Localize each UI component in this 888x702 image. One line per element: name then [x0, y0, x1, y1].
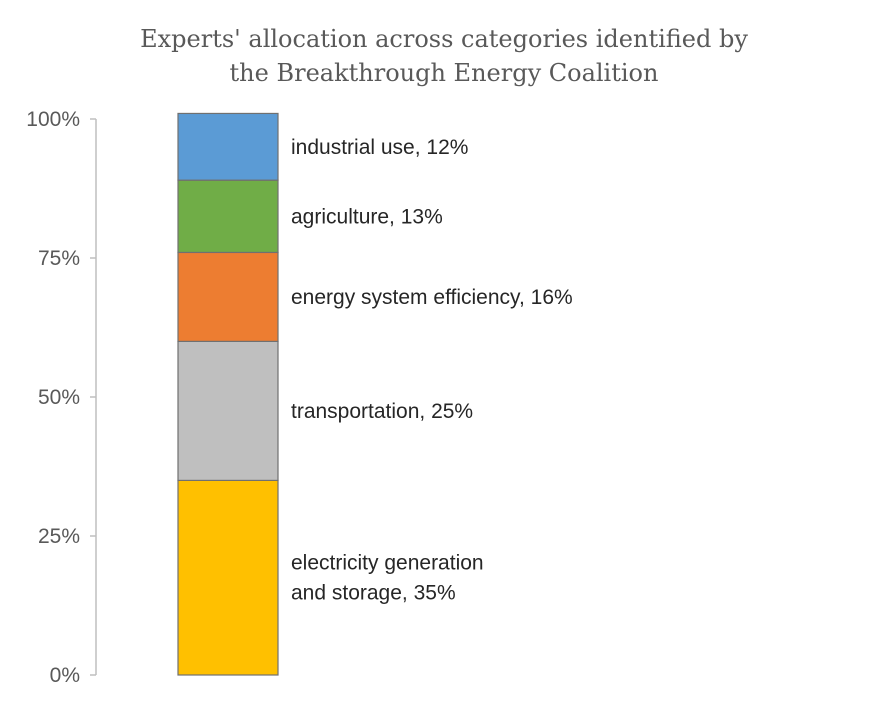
segment-label-industrial-use: industrial use, 12%	[291, 136, 468, 159]
y-tick-label: 25%	[38, 525, 80, 548]
stacked-bar	[177, 112, 279, 676]
segment-label-transportation: transportation, 25%	[291, 400, 473, 423]
chart-title: Experts' allocation across categories id…	[0, 22, 888, 90]
y-tick-label: 50%	[38, 386, 80, 409]
y-tick-label: 75%	[38, 247, 80, 270]
chart-title-line-1: Experts' allocation across categories id…	[140, 25, 748, 53]
bar-segment-industrial-use	[177, 112, 279, 181]
segment-labels: electricity generation and storage, 35% tr…	[291, 136, 573, 605]
segment-label-electricity-generation-and-storage: electricity generation and storage, 35%	[291, 552, 484, 605]
bar-segment-agriculture	[177, 179, 279, 254]
segment-label-energy-system-efficiency: energy system efficiency, 16%	[291, 286, 573, 309]
y-axis: 0% 25% 50% 75% 100%	[26, 108, 97, 687]
bar-segment-electricity-generation-and-storage	[177, 479, 279, 676]
segment-label-agriculture: agriculture, 13%	[291, 205, 443, 228]
bar-segment-energy-system-efficiency	[177, 251, 279, 343]
y-tick-label: 100%	[26, 108, 80, 131]
y-tick-label: 0%	[50, 664, 80, 687]
chart-title-line-2: the Breakthrough Energy Coalition	[229, 59, 659, 87]
bar-segment-transportation	[177, 340, 279, 481]
